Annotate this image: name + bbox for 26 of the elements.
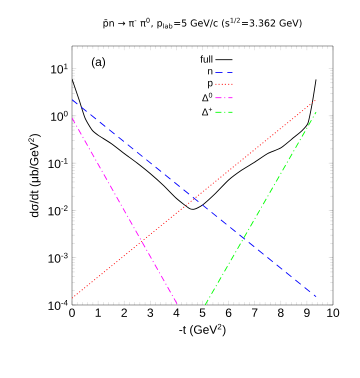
x-tick-label: 1: [96, 308, 101, 317]
y-tick-label: 10$^{-1}$: [48, 158, 68, 168]
y-tick-label: 10$^{1}$: [51, 64, 68, 74]
legend-label: n: [208, 69, 212, 74]
y-tick-label: 10$^{-2}$: [48, 205, 68, 216]
x-tick-label: 6: [226, 308, 232, 317]
x-tick-label: 2: [121, 308, 127, 317]
x-tick-label: 10: [327, 308, 340, 317]
x-tick-label: 7: [252, 308, 258, 317]
x-tick-label: 9: [304, 308, 310, 317]
x-tick-label: 0: [69, 308, 75, 317]
x-tick-label: 5: [200, 308, 206, 317]
legend-label: Δ$^{0}$: [202, 92, 212, 102]
x-tick-label: 3: [147, 308, 154, 317]
x-tick-label: 4: [173, 308, 180, 317]
y-axis-title: dσ/dt (μb/GeV$^{2}$): [28, 134, 41, 218]
legend-label: Δ$^{+}$: [202, 108, 212, 116]
y-tick-label: 10$^{0}$: [51, 110, 68, 121]
y-tick-label: 10$^{-3}$: [48, 252, 68, 263]
x-axis-title: -t (GeV$^{2}$): [179, 324, 226, 336]
legend-label: p: [208, 80, 213, 88]
legend-label: full: [200, 55, 212, 63]
y-tick-label: 10$^{-4}$: [48, 300, 68, 310]
annotation: (a): [92, 57, 106, 68]
x-tick-label: 8: [278, 308, 284, 317]
chart-title: p̄n → π$^{-}$ π$^{0}$, p$_{lab}$=5 GeV/c (s$^{1/2}$=3.362 GeV): [104, 18, 302, 28]
